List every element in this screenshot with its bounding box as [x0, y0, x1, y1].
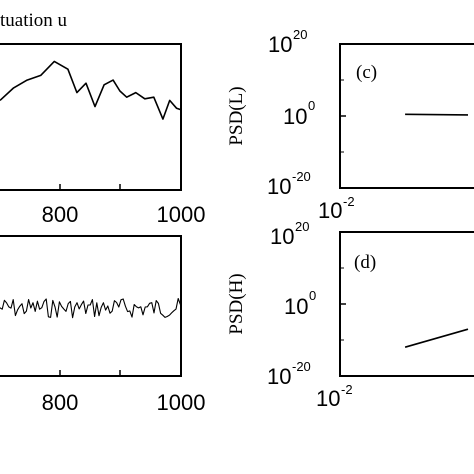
- panel-c-x-tick-base: 10: [318, 198, 342, 223]
- panel-c-y-tick-label-mid: 10 0: [283, 98, 315, 129]
- panel-c-x-tick-label: 10 -2: [318, 194, 355, 223]
- bottom-left-x-tick-label: 800: [42, 390, 79, 415]
- panel-d-y-tick-label-top: 10 20: [270, 219, 309, 249]
- panel-c-y-tick-label-top: 10 20: [268, 27, 307, 57]
- panel-d-y-tick-base: 10: [267, 364, 291, 389]
- chart-title: tuation u: [0, 10, 68, 31]
- top-left-x-tick-label: 800: [42, 202, 79, 227]
- panel-c-y-tick-base: 10: [283, 104, 307, 129]
- panel-c-y-tick-exp: 0: [308, 98, 315, 113]
- panel-c-y-tick-label-bottom: 10 -20: [267, 169, 311, 199]
- panel-c-y-tick-base: 10: [268, 32, 292, 57]
- top-left-series-line: [0, 60, 182, 120]
- panel-d-y-tick-label-bottom: 10 -20: [267, 359, 311, 389]
- panel-c-label: (c): [356, 62, 377, 83]
- panel-d-y-tick-base: 10: [270, 224, 294, 249]
- panel-c-y-tick-exp: 20: [293, 27, 307, 42]
- panel-d-x-tick-exp: -2: [341, 382, 353, 397]
- panel-d-y-tick-marks: [340, 267, 346, 341]
- top-left-plot-frame: [0, 43, 182, 191]
- bottom-left-plot-frame: [0, 235, 182, 377]
- panel-d-label: (d): [354, 252, 376, 273]
- panel-d-y-axis-label: PSD(H): [226, 273, 247, 334]
- panel-c-series-line: [405, 113, 469, 116]
- panel-d-y-tick-label-mid: 10 0: [284, 288, 316, 319]
- panel-d-y-tick-exp: 20: [295, 219, 309, 234]
- panel-c-y-tick-exp: -20: [292, 169, 311, 184]
- panel-c-y-tick-base: 10: [267, 174, 291, 199]
- bottom-left-x-tick-label: 1000: [157, 390, 206, 415]
- panel-d-x-tick-label: 10 -2: [316, 382, 353, 411]
- panel-d-y-tick-exp: -20: [292, 359, 311, 374]
- bottom-left-x-tick-marks: [59, 370, 121, 376]
- panel-d-y-tick-exp: 0: [309, 288, 316, 303]
- panel-d-y-tick-base: 10: [284, 294, 308, 319]
- panel-d-x-tick-base: 10: [316, 386, 340, 411]
- top-left-x-tick-marks: [59, 184, 121, 190]
- panel-c-y-tick-marks: [340, 79, 346, 153]
- panel-c-x-tick-exp: -2: [343, 194, 355, 209]
- bottom-left-series-line: [0, 297, 181, 319]
- panel-d-series-line: [404, 328, 469, 348]
- top-left-x-tick-label: 1000: [157, 202, 206, 227]
- panel-c-y-axis-label: PSD(L): [226, 86, 247, 145]
